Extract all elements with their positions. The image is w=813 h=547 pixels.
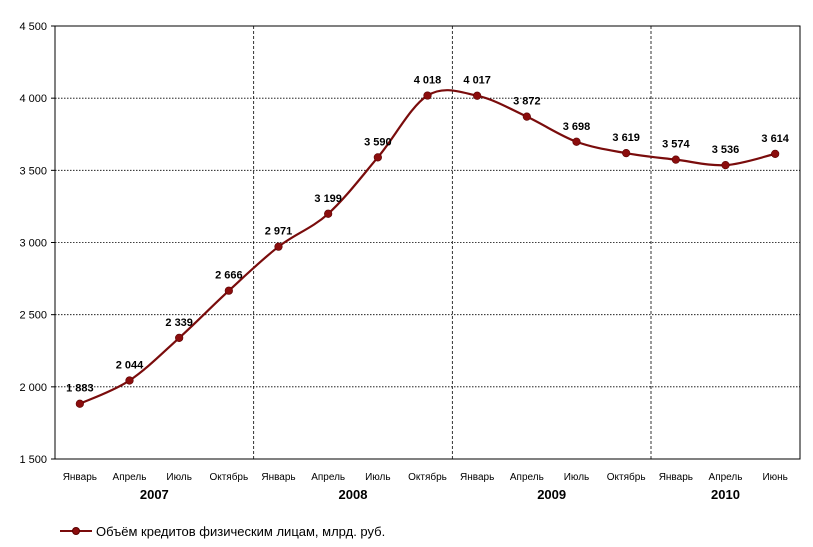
data-label: 3 574 — [662, 139, 690, 151]
data-point — [622, 149, 631, 158]
data-label: 2 971 — [265, 226, 293, 238]
x-tick-label: Июль — [564, 472, 590, 483]
x-tick-label: Апрель — [113, 472, 147, 483]
data-point — [473, 91, 482, 100]
data-label: 3 536 — [712, 144, 740, 156]
data-point — [373, 153, 382, 162]
data-point — [75, 399, 84, 408]
x-tick-label: Январь — [261, 472, 295, 483]
x-tick-label: Октябрь — [607, 471, 646, 483]
legend: Объём кредитов физическим лицам, млрд. р… — [60, 522, 385, 540]
plot-area — [54, 25, 801, 460]
legend-series-marker — [60, 525, 92, 537]
data-point — [125, 376, 134, 385]
x-tick-label: Июль — [365, 472, 391, 483]
year-label: 2008 — [339, 487, 368, 502]
data-point — [522, 112, 531, 121]
data-label: 1 883 — [66, 383, 94, 395]
x-tick-label: Октябрь — [209, 471, 248, 483]
series-line — [79, 89, 776, 405]
x-tick-label: Апрель — [311, 472, 345, 483]
x-tick-label: Октябрь — [408, 471, 447, 483]
data-point — [423, 91, 432, 100]
x-tick-label: Январь — [659, 472, 693, 483]
data-point — [224, 286, 233, 295]
year-label: 2009 — [537, 487, 566, 502]
data-label: 3 614 — [761, 133, 789, 145]
data-point — [771, 149, 780, 158]
data-label: 2 044 — [116, 359, 144, 371]
x-tick-label: Январь — [63, 472, 97, 483]
data-point — [175, 333, 184, 343]
y-tick-label: 2 000 — [19, 382, 47, 394]
y-tick-label: 2 500 — [19, 310, 47, 322]
data-label: 3 199 — [314, 193, 342, 205]
x-tick-label: Июнь — [762, 472, 787, 483]
y-tick-label: 4 000 — [19, 93, 47, 105]
year-label: 2010 — [711, 487, 740, 502]
y-tick-label: 3 000 — [19, 238, 47, 250]
data-label: 2 339 — [165, 317, 193, 329]
x-tick-label: Январь — [460, 472, 494, 483]
x-tick-label: Апрель — [510, 472, 544, 483]
data-point — [572, 137, 581, 146]
legend-series-label: Объём кредитов физическим лицам, млрд. р… — [96, 523, 386, 539]
data-label: 4 017 — [463, 75, 491, 87]
x-tick-label: Апрель — [709, 472, 743, 483]
data-label: 4 018 — [414, 75, 442, 87]
y-tick-label: 1 500 — [19, 454, 47, 466]
data-label: 2 666 — [215, 270, 243, 282]
data-label: 3 872 — [513, 96, 541, 108]
x-tick-label: Июль — [166, 472, 192, 483]
data-point — [324, 209, 333, 218]
data-point — [671, 155, 680, 164]
year-label: 2007 — [140, 487, 169, 502]
data-label: 3 619 — [612, 132, 640, 144]
y-tick-label: 4 500 — [19, 21, 47, 33]
data-point — [274, 242, 283, 251]
y-tick-label: 3 500 — [19, 165, 47, 177]
data-point — [721, 161, 730, 170]
data-label: 3 698 — [563, 121, 591, 133]
data-label: 3 590 — [364, 136, 392, 148]
